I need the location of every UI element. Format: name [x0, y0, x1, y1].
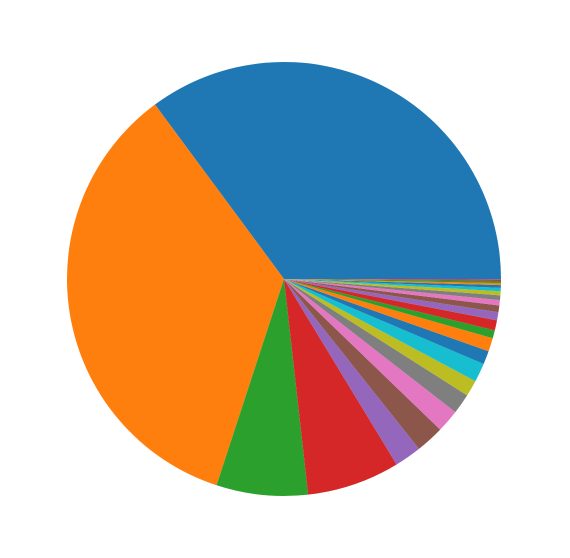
- pie-slice: [284, 279, 501, 296]
- pie-slice: [284, 279, 484, 382]
- pie-slice: [284, 279, 501, 284]
- pie-slice: [284, 279, 501, 292]
- pie-slice: [284, 279, 493, 352]
- pie-slice: [284, 279, 501, 301]
- pie-slice: [284, 279, 489, 365]
- pie-slice: [284, 279, 498, 331]
- pie-slice: [284, 279, 501, 286]
- pie-slice: [284, 279, 501, 288]
- pie-slice: [284, 279, 476, 396]
- pie-slice: [284, 279, 500, 306]
- pie-slice: [284, 279, 397, 495]
- pie-slice: [284, 279, 441, 449]
- pie-slice: [284, 279, 419, 465]
- pie-slice: [284, 279, 500, 313]
- pie-slice: [216, 279, 309, 497]
- pie-slice: [284, 279, 468, 413]
- pie-slice: [284, 279, 499, 321]
- pie-slice: [284, 279, 501, 280]
- pie-slice: [284, 279, 456, 430]
- pie-slice: [67, 104, 284, 486]
- pie-slice: [284, 279, 495, 339]
- pie-slice: [284, 279, 501, 282]
- pie-slice: [154, 61, 501, 279]
